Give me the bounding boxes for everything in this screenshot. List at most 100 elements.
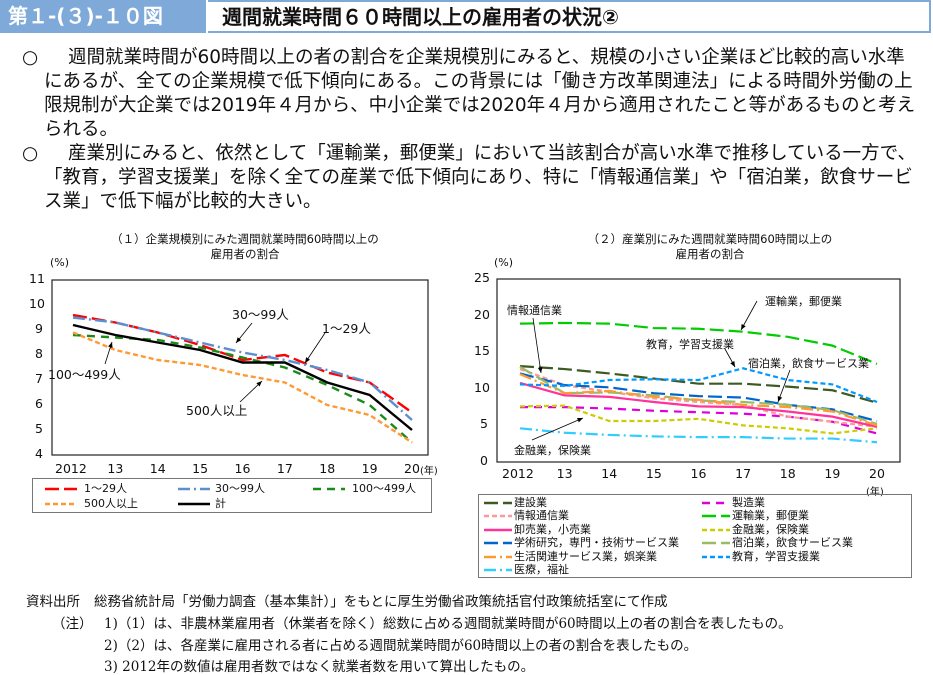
chart2-title-line2: 雇用者の割合 <box>675 247 745 261</box>
chart1-x-tick: 18 <box>319 461 336 476</box>
chart2-y-tick: 0 <box>480 453 488 468</box>
legend-label: 製造業 <box>732 496 765 509</box>
summary-paragraphs: ○ 週間就業時間が60時間以上の者の割合を企業規模別にみると、規模の小さい企業ほ… <box>22 46 922 214</box>
chart1-y-tick: 11 <box>29 271 45 286</box>
paragraph-text: 週間就業時間が60時間以上の者の割合を企業規模別にみると、規模の小さい企業ほど比… <box>44 47 916 140</box>
legend-label: 情報通信業 <box>514 509 569 522</box>
chart2-series-line <box>519 365 878 425</box>
annotation-arrow-line <box>532 317 542 374</box>
legend-label: 500人以上 <box>84 497 138 510</box>
chart1-y-unit: (%) <box>50 256 70 269</box>
note-1: 1)（1）は、非農林業雇用者（休業者を除く）総数に占める週間就業時間が60時間以… <box>104 616 792 632</box>
legend-label: 1～29人 <box>84 482 127 495</box>
chart1-x-tick: 14 <box>149 461 166 476</box>
chart1-y-tick: 7 <box>35 371 43 386</box>
chart1-series-line <box>72 323 413 431</box>
chart1-x-tick: 19 <box>361 461 378 476</box>
legend-label: 卸売業，小売業 <box>514 523 591 536</box>
notes-label: （注） <box>52 616 93 632</box>
figure-number: 第１-(３)-１０図 <box>0 0 206 33</box>
legend-label: 金融業，保険業 <box>732 523 809 536</box>
chart2-annotation: 金融業，保険業 <box>514 444 591 457</box>
chart2-x-tick: 13 <box>556 466 573 481</box>
chart1-annotation: 100～499人 <box>48 367 121 382</box>
chart1-title: （１）企業規模別にみた週間就業時間60時間以上の 雇用者の割合 <box>60 232 430 262</box>
chart2-legend <box>478 494 912 578</box>
chart2-y-tick: 15 <box>474 343 490 359</box>
chart2-annotation: 宿泊業，飲食サービス業 <box>748 357 869 370</box>
legend-label: 医療，福祉 <box>514 563 569 576</box>
chart1-legend <box>32 478 432 513</box>
chart2-y-tick: 25 <box>474 270 490 285</box>
legend-label: 計 <box>215 497 226 510</box>
legend-label: 30～99人 <box>215 482 265 495</box>
chart2-y-tick: 20 <box>474 306 490 322</box>
chart1-series-line <box>72 333 413 444</box>
chart1-title-line2: 雇用者の割合 <box>210 247 280 261</box>
arrowhead-icon <box>730 361 735 367</box>
chart1-x-unit: (年) <box>420 466 438 477</box>
chart2-x-tick: 17 <box>735 466 752 481</box>
chart2-series-line <box>519 427 878 444</box>
legend-label: 教育，学習支援業 <box>732 550 820 563</box>
chart1-y-tick: 10 <box>29 296 45 311</box>
chart2-x-tick: 20 <box>869 466 885 481</box>
chart2-series-line <box>519 404 878 435</box>
chart2-series-line <box>519 321 878 365</box>
legend-label: 学術研究，専門・技術サービス業 <box>514 536 679 549</box>
arrowhead-icon <box>777 396 783 402</box>
annotation-arrow-line <box>777 369 791 403</box>
chart1-y-tick: 9 <box>35 321 43 336</box>
arrowhead-icon <box>741 324 746 330</box>
legend-label: 100～499人 <box>352 482 416 495</box>
chart1-y-tick: 4 <box>35 446 43 461</box>
chart1-x-tick: 16 <box>234 461 251 476</box>
chart2-x-unit: (年) <box>866 487 884 498</box>
chart2-annotation: 教育，学習支援業 <box>646 338 734 351</box>
chart1-annotation: 500人以上 <box>186 403 248 418</box>
chart2-x-tick: 15 <box>645 466 662 481</box>
arrowhead-icon <box>577 418 583 423</box>
bullet-circle: ○ <box>22 47 39 68</box>
legend-label: 建設業 <box>514 496 547 509</box>
legend-label: 生活関連サービス業，娯楽業 <box>514 550 657 563</box>
chart2-x-tick: 18 <box>779 466 796 481</box>
chart2-title-line1: （２）産業別にみた週間就業時間60時間以上の <box>587 232 833 246</box>
chart2-series-line <box>519 381 878 428</box>
chart2-annotation: 運輸業，郵便業 <box>765 295 842 308</box>
note-2: 2)（2）は、各産業に雇用される者に占める週間就業時間が60時間以上の者の割合を… <box>104 638 698 654</box>
chart1-x-tick: 15 <box>192 461 209 476</box>
chart1-x-tick: 2012 <box>55 461 87 476</box>
figure-title: 週間就業時間６０時間以上の雇用者の状況② <box>208 0 931 33</box>
chart2-series-line <box>520 406 878 435</box>
chart1-title-line1: （１）企業規模別にみた週間就業時間60時間以上の <box>111 232 379 246</box>
summary-paragraph-1: ○ 週間就業時間が60時間以上の者の割合を企業規模別にみると、規模の小さい企業ほ… <box>22 46 922 142</box>
chart2-series-line <box>519 373 878 427</box>
chart1-series-line <box>72 316 413 421</box>
chart1-y-tick: 8 <box>35 346 43 361</box>
summary-paragraph-2: ○ 産業別にみると、依然として「運輸業，郵便業」において当該割合が高い水準で推移… <box>22 142 922 214</box>
chart2-x-tick: 19 <box>824 466 841 481</box>
arrowhead-icon <box>537 367 543 373</box>
chart2-y-unit: (%) <box>494 256 514 269</box>
chart1-series-line <box>72 331 413 444</box>
arrowhead-icon <box>305 357 311 363</box>
chart2-series-line <box>519 365 878 404</box>
legend-label: 運輸業，郵便業 <box>732 509 809 522</box>
chart2-series-line <box>519 368 878 428</box>
chart1-x-tick: 20 <box>404 461 420 476</box>
arrowhead-icon <box>236 337 242 343</box>
chart2-plot-frame <box>496 278 901 463</box>
chart2-title: （２）産業別にみた週間就業時間60時間以上の 雇用者の割合 <box>540 232 880 262</box>
chart1-plot-frame <box>51 279 429 456</box>
chart2-x-tick: 14 <box>601 466 618 481</box>
chart2-annotation: 情報通信業 <box>507 304 562 317</box>
chart1-x-tick: 17 <box>276 461 293 476</box>
legend-label: 宿泊業，飲食サービス業 <box>732 536 853 549</box>
chart2-series-line <box>519 367 878 403</box>
arrowhead-icon <box>108 342 113 348</box>
chart1-annotation: 1～29人 <box>322 321 371 336</box>
bullet-circle: ○ <box>22 143 39 164</box>
annotation-arrow-line <box>531 417 584 441</box>
